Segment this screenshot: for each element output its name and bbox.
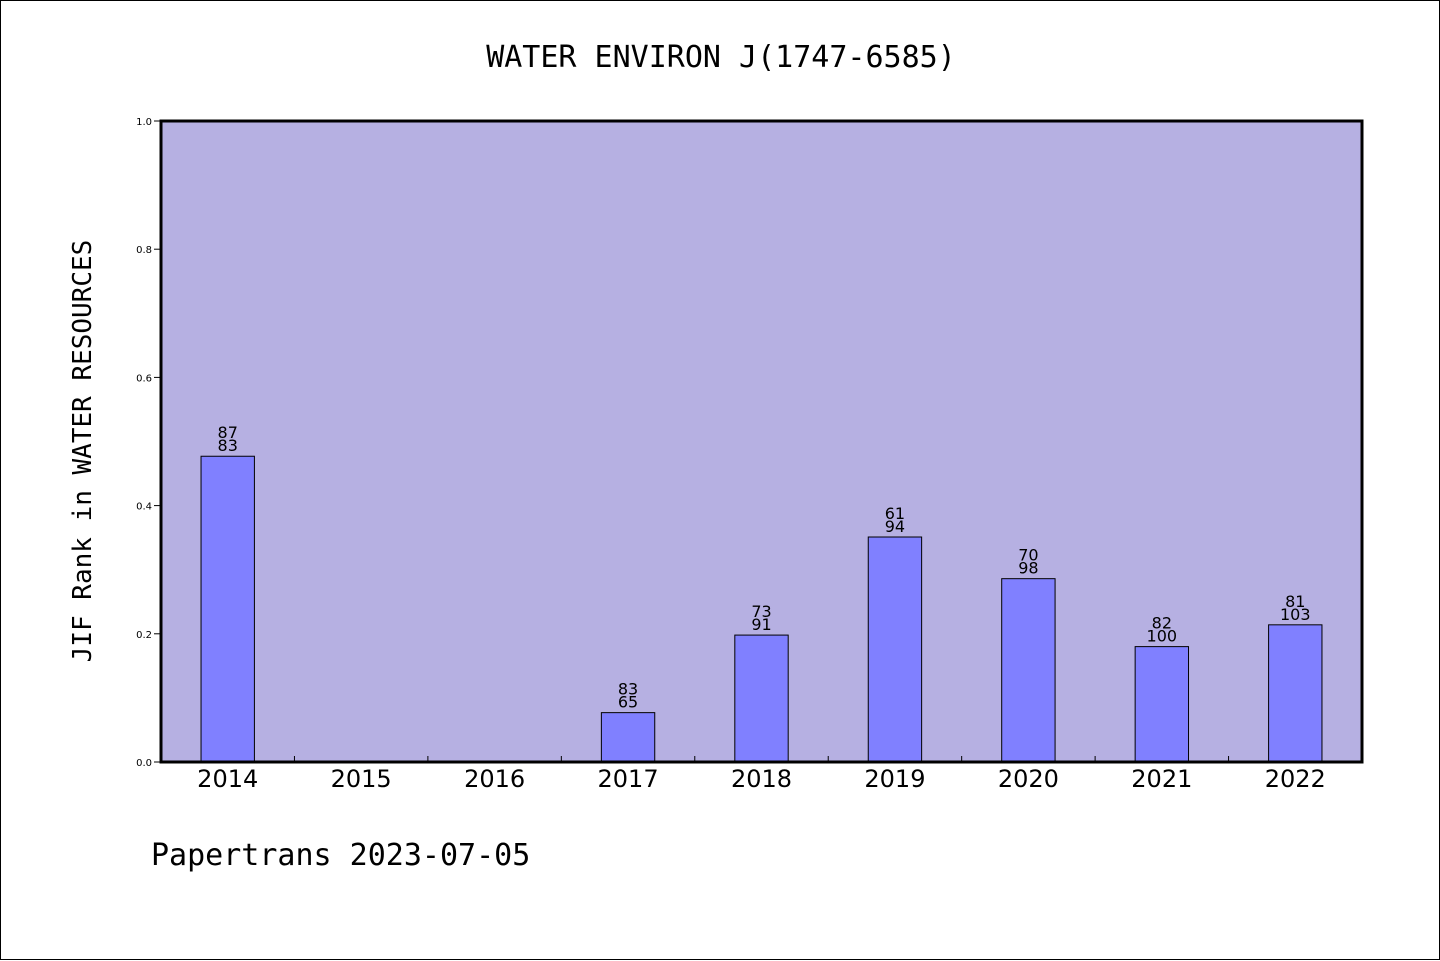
bar-label-top-2019: 61 — [885, 504, 905, 523]
bar-2021 — [1134, 646, 1190, 763]
x-tick-label: 2022 — [1265, 765, 1326, 793]
bar-label-top-2022: 81 — [1285, 592, 1305, 611]
x-tick-label: 2018 — [731, 765, 792, 793]
bar-label-top-2018: 73 — [751, 602, 771, 621]
bar-label-bottom-2018: 91 — [751, 615, 771, 634]
bar-label-top-2014: 87 — [218, 423, 238, 442]
bar-label-bottom-2020: 98 — [1018, 559, 1038, 578]
y-tick-label: 0.0 — [136, 758, 152, 769]
x-tick-label: 2014 — [197, 765, 258, 793]
bar-2022 — [1268, 624, 1323, 763]
x-tick-label: 2019 — [864, 765, 925, 793]
y-tick-label: 0.8 — [136, 245, 152, 256]
y-axis-label: JIF Rank in WATER RESOURCES — [68, 240, 98, 663]
bar-label-top-2020: 70 — [1018, 546, 1038, 565]
y-tick-label: 0.4 — [136, 502, 152, 513]
bar-2017 — [600, 712, 656, 763]
y-tick-label: 1.0 — [136, 117, 152, 128]
bar-2018 — [734, 634, 789, 763]
ticks-layer: 2014 2015 2016 2017 2018 2019 2020 2021 2022 0.0 0… — [136, 117, 1326, 793]
y-tick-label: 0.6 — [136, 373, 152, 384]
bar-2020 — [1001, 578, 1056, 763]
x-tick-label: 2020 — [998, 765, 1059, 793]
bars-layer — [200, 455, 1323, 763]
chart-title: WATER ENVIRON J(1747-6585) — [486, 40, 956, 75]
bar-label-bottom-2019: 94 — [885, 517, 905, 536]
bar-2019 — [867, 536, 923, 763]
x-tick-label: 2016 — [464, 765, 525, 793]
bar-label-top-2021: 82 — [1152, 614, 1172, 633]
bar-2014 — [200, 455, 255, 763]
bar-label-bottom-2022: 103 — [1280, 605, 1311, 624]
plot-border — [159, 119, 1364, 764]
y-tick-label: 0.2 — [136, 630, 152, 641]
bar-label-top-2017: 83 — [618, 680, 638, 699]
bar-label-bottom-2014: 83 — [218, 436, 238, 455]
footer-note: Papertrans 2023-07-05 — [151, 838, 530, 873]
x-tick-label: 2015 — [331, 765, 392, 793]
bar-label-bottom-2021: 100 — [1147, 627, 1178, 646]
x-tick-label: 2021 — [1131, 765, 1192, 793]
x-tick-label: 2017 — [598, 765, 659, 793]
bar-label-bottom-2017: 65 — [618, 693, 638, 712]
